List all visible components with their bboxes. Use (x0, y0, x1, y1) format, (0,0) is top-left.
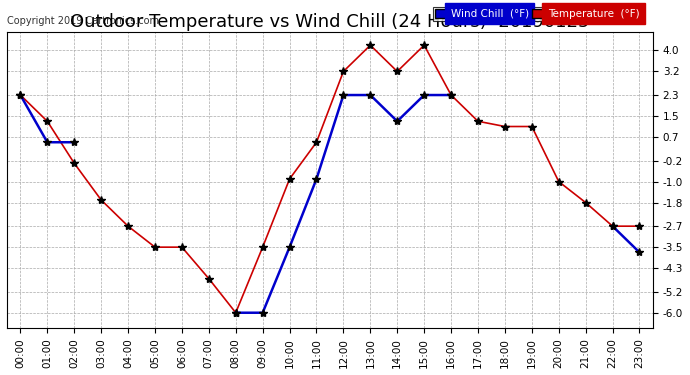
Text: Copyright 2019 Cartronics.com: Copyright 2019 Cartronics.com (7, 16, 159, 26)
Title: Outdoor Temperature vs Wind Chill (24 Hours)  20190125: Outdoor Temperature vs Wind Chill (24 Ho… (70, 12, 590, 30)
Legend: Wind Chill  (°F), Temperature  (°F): Wind Chill (°F), Temperature (°F) (433, 7, 641, 21)
